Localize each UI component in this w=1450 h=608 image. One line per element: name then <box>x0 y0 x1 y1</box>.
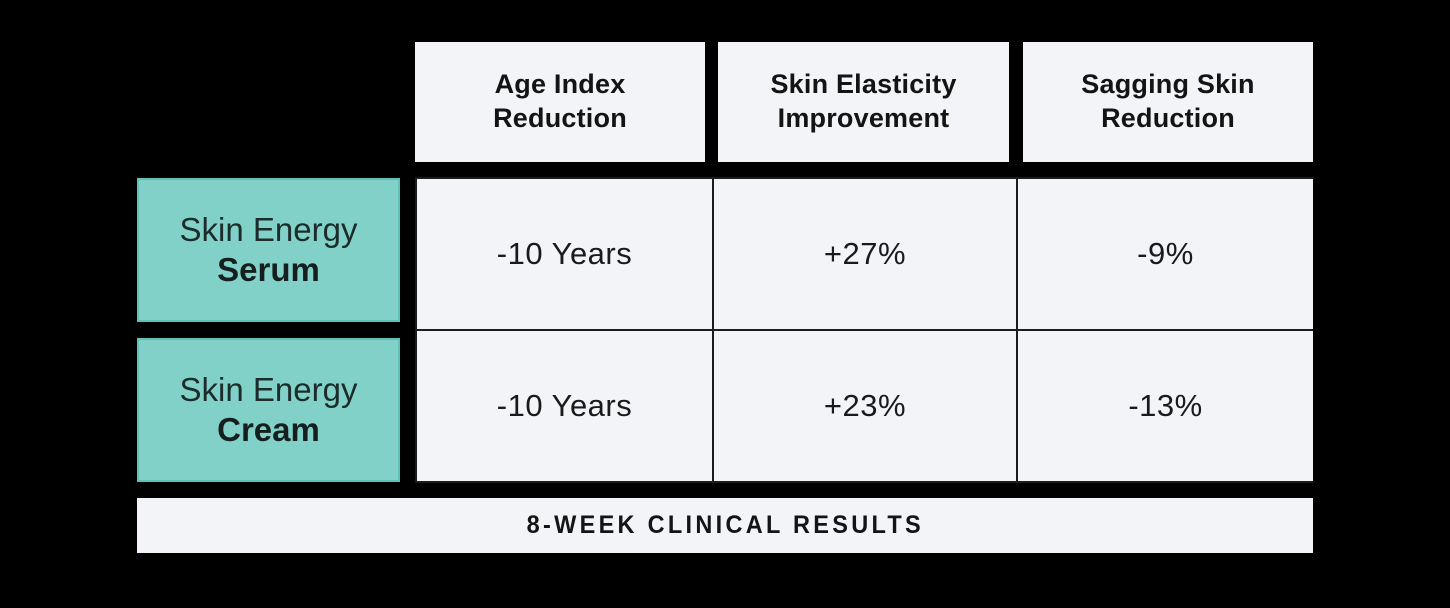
column-header-age-index: Age Index Reduction <box>415 42 705 162</box>
cell-serum-age-index: -10 Years <box>417 179 712 329</box>
cell-cream-sagging: -13% <box>1018 331 1313 481</box>
column-header-label: Sagging Skin Reduction <box>1081 69 1255 133</box>
footer-banner: 8-WEEK CLINICAL RESULTS <box>137 498 1313 553</box>
cell-cream-age-index: -10 Years <box>417 331 712 481</box>
cell-serum-sagging: -9% <box>1018 179 1313 329</box>
cell-serum-elasticity: +27% <box>714 179 1016 329</box>
results-grid: -10 Years +27% -9% -10 Years +23% -13% <box>415 177 1313 483</box>
product-name: Cream <box>217 411 320 448</box>
product-name: Serum <box>217 251 320 288</box>
footer-title: 8-WEEK CLINICAL RESULTS <box>526 511 924 539</box>
column-header-label: Age Index Reduction <box>493 69 627 133</box>
column-header-label: Skin Elasticity Improvement <box>770 69 957 133</box>
cell-cream-elasticity: +23% <box>714 331 1016 481</box>
brand-name: Skin Energy <box>179 211 358 249</box>
brand-name: Skin Energy <box>179 371 358 409</box>
column-header-sagging-skin: Sagging Skin Reduction <box>1023 42 1313 162</box>
row-header-cream: Skin Energy Cream <box>137 338 400 482</box>
column-header-skin-elasticity: Skin Elasticity Improvement <box>718 42 1009 162</box>
row-header-serum: Skin Energy Serum <box>137 178 400 322</box>
